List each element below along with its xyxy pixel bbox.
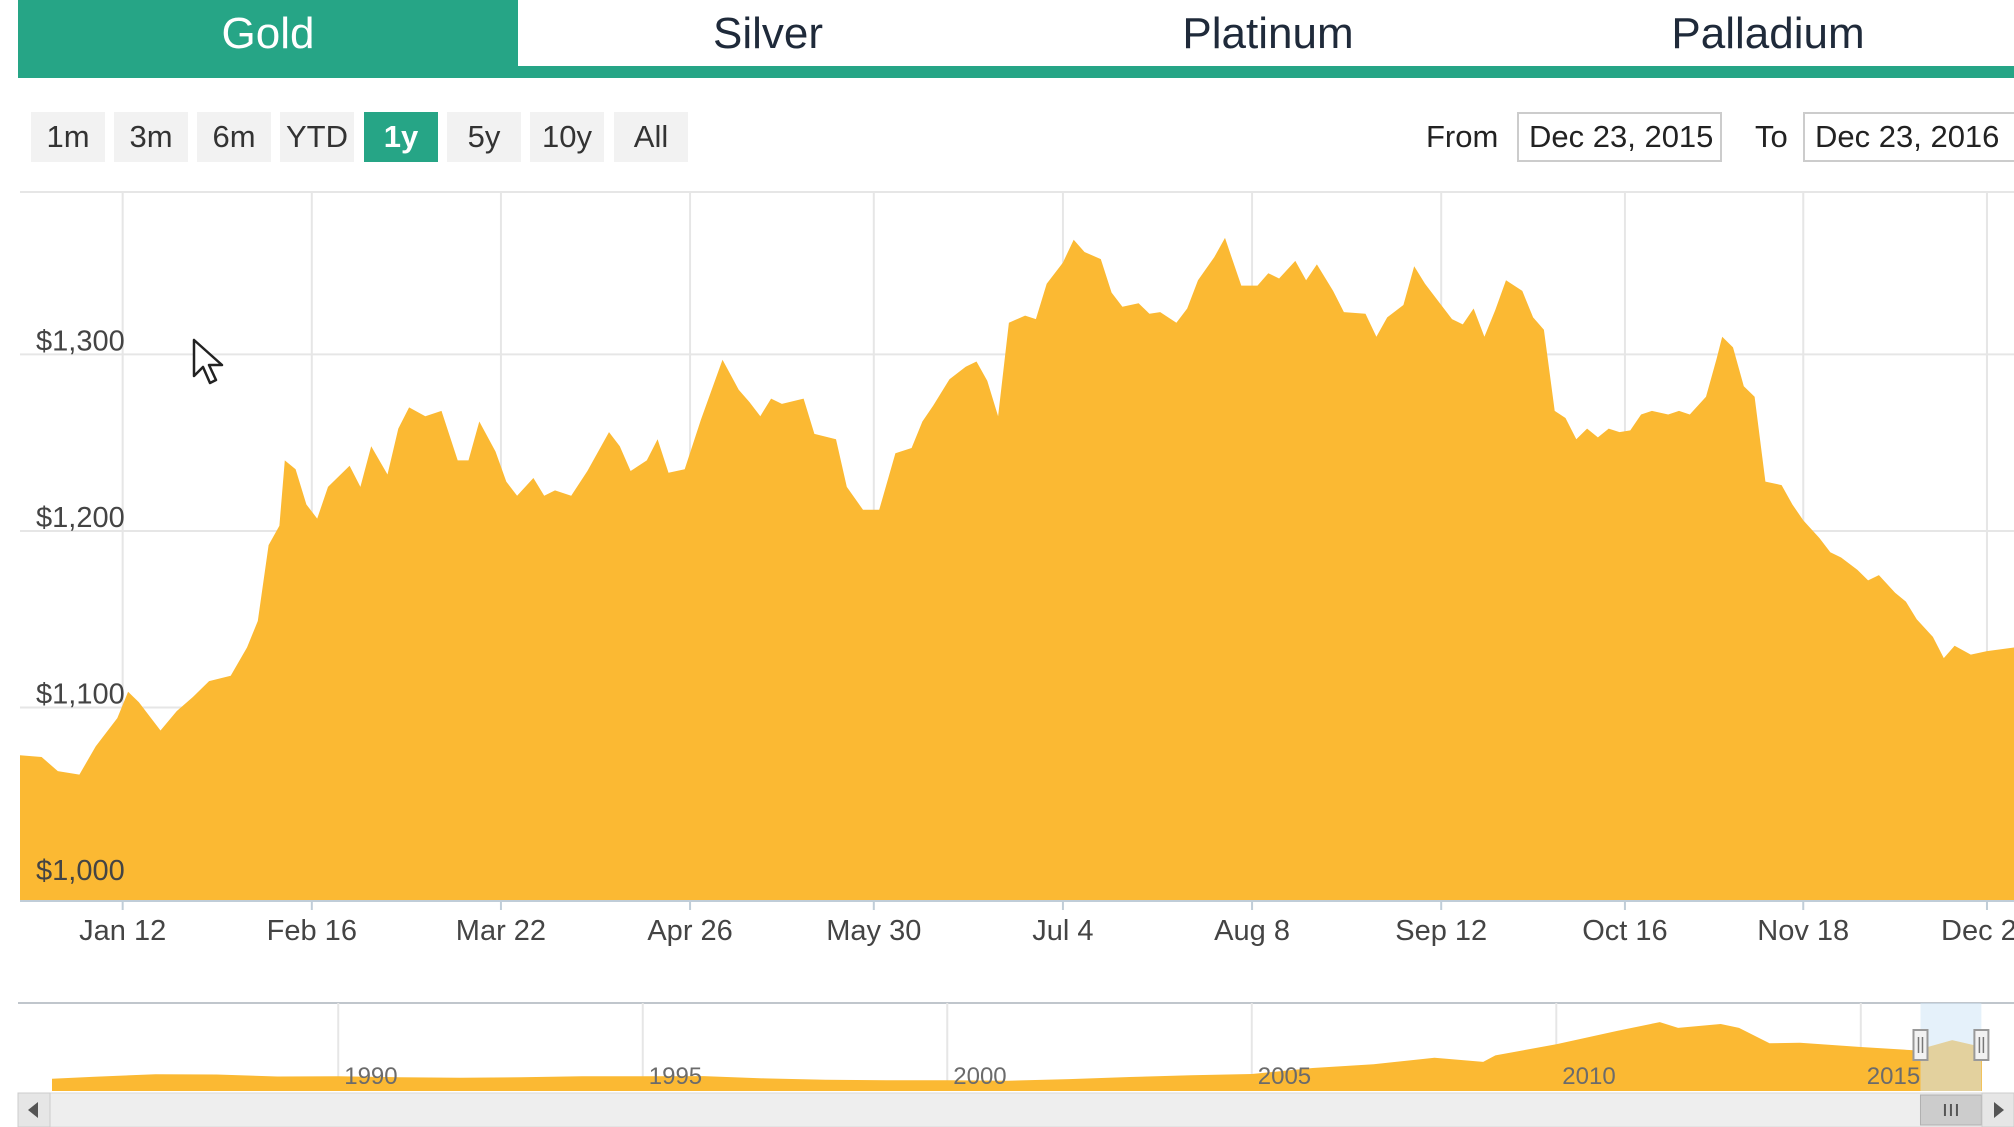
navigator-year-label: 2000 — [953, 1063, 1006, 1090]
range-button-5y[interactable]: 5y — [447, 112, 521, 162]
y-tick-label: $1,100 — [36, 679, 125, 711]
y-tick-label: $1,000 — [36, 855, 125, 887]
from-label: From — [1426, 119, 1499, 154]
tab-gold[interactable]: Gold — [18, 0, 518, 68]
range-button-all[interactable]: All — [614, 112, 688, 162]
navigator-year-label: 2010 — [1562, 1063, 1615, 1090]
range-button-1m[interactable]: 1m — [31, 112, 105, 162]
x-tick-label: Oct 16 — [1582, 915, 1667, 947]
navigator[interactable]: 1990 1995 2000 2005 2010 2015 — [0, 1000, 2014, 1127]
y-axis-labels: $1,000 $1,100 $1,200 $1,300 — [36, 325, 125, 887]
navigator-scrollbar[interactable] — [17, 1092, 2014, 1127]
x-tick-label: Feb 16 — [267, 915, 357, 947]
navigator-selected-range[interactable] — [1920, 1003, 1982, 1091]
x-tick-label: Mar 22 — [456, 915, 546, 947]
x-tick-label: May 30 — [826, 915, 921, 947]
x-axis-labels: Jan 12 Feb 16 Mar 22 Apr 26 May 30 Jul 4 Aug 8… — [79, 900, 2014, 947]
metal-tabs: Gold Silver Platinum Palladium — [18, 0, 2014, 78]
x-tick-label: Apr 26 — [647, 915, 732, 947]
to-label: To — [1755, 119, 1788, 154]
from-date-input[interactable]: Dec 23, 2015 — [1517, 112, 1722, 162]
range-button-1y[interactable]: 1y — [364, 112, 438, 162]
navigator-year-label: 1990 — [344, 1063, 397, 1090]
x-tick-label: Aug 8 — [1214, 915, 1290, 947]
navigator-selection[interactable] — [1912, 1003, 1990, 1091]
x-tick-label: Jul 4 — [1032, 915, 1093, 947]
x-tick-label: Nov 18 — [1757, 915, 1849, 947]
navigator-handle[interactable] — [1973, 1029, 1990, 1061]
navigator-year-labels: 1990 1995 2000 2005 2010 2015 — [344, 1063, 1920, 1090]
gold-price-area-series — [20, 237, 2014, 900]
to-date-input[interactable]: Dec 23, 2016 — [1803, 112, 2014, 162]
x-tick-label: Jan 12 — [79, 915, 166, 947]
navigator-handle[interactable] — [1912, 1029, 1929, 1061]
mouse-pointer-icon — [192, 338, 224, 385]
tab-palladium[interactable]: Palladium — [1671, 9, 1865, 58]
chevron-right-icon — [1994, 1102, 2004, 1118]
x-tick-label: Dec 22 — [1941, 915, 2014, 947]
gold-price-chart: $1,000 $1,100 $1,200 $1,300 Jan 12 Feb 16 Mar… — [20, 191, 2014, 947]
navigator-year-label: 2005 — [1258, 1063, 1311, 1090]
scrollbar-track[interactable] — [17, 1092, 2014, 1127]
navigator-year-label: 2015 — [1867, 1063, 1920, 1090]
tab-underline — [18, 66, 2014, 78]
range-button-10y[interactable]: 10y — [530, 112, 604, 162]
range-button-ytd[interactable]: YTD — [280, 112, 354, 162]
navigator-year-label: 1995 — [649, 1063, 702, 1090]
scrollbar-left-button[interactable] — [17, 1092, 51, 1127]
tab-silver[interactable]: Silver — [712, 9, 824, 58]
navigator-area-series — [52, 1022, 1982, 1091]
range-button-3m[interactable]: 3m — [114, 112, 188, 162]
tab-platinum[interactable]: Platinum — [1182, 9, 1354, 58]
x-tick-label: Sep 12 — [1395, 915, 1487, 947]
y-tick-label: $1,300 — [36, 325, 125, 357]
chevron-left-icon — [28, 1102, 38, 1118]
range-button-6m[interactable]: 6m — [197, 112, 271, 162]
y-tick-label: $1,200 — [36, 502, 125, 534]
